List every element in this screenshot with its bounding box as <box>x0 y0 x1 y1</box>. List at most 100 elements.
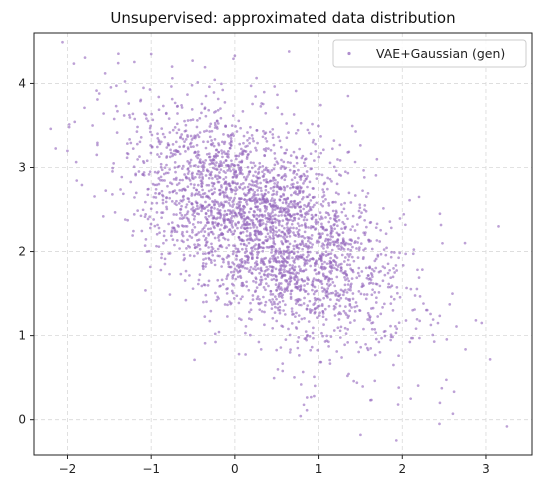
data-point <box>315 306 319 310</box>
data-point <box>359 215 362 218</box>
data-point <box>258 213 262 217</box>
data-point <box>202 140 205 144</box>
data-point <box>154 187 158 191</box>
data-point <box>308 180 312 184</box>
data-point <box>355 223 359 226</box>
data-point <box>229 302 232 306</box>
data-point <box>243 186 247 189</box>
data-point <box>279 208 283 212</box>
data-point <box>371 282 375 285</box>
data-point <box>297 168 300 172</box>
data-point <box>369 271 373 275</box>
data-point <box>452 390 456 394</box>
data-point <box>216 216 219 220</box>
data-point <box>368 265 372 269</box>
data-point <box>284 338 288 341</box>
data-point <box>250 272 254 275</box>
x-tick-label: 3 <box>482 462 490 476</box>
data-point <box>194 135 198 138</box>
data-point <box>201 264 205 268</box>
data-point <box>306 277 310 281</box>
data-point <box>300 213 304 217</box>
data-point <box>377 270 381 274</box>
data-point <box>213 167 217 171</box>
data-point <box>308 299 312 303</box>
data-point <box>180 239 184 243</box>
data-point <box>321 315 325 319</box>
data-point <box>263 263 266 266</box>
data-point <box>210 250 214 254</box>
data-point <box>209 142 213 146</box>
data-point <box>262 129 265 133</box>
data-point <box>237 301 241 305</box>
data-point <box>228 300 231 304</box>
data-point <box>256 189 259 192</box>
data-point <box>324 198 327 201</box>
data-point <box>263 200 267 203</box>
data-point <box>281 260 284 264</box>
data-point <box>395 285 399 289</box>
data-point <box>364 195 368 199</box>
data-point <box>313 384 317 388</box>
data-point <box>306 250 310 254</box>
data-point <box>134 191 138 195</box>
data-point <box>320 217 324 220</box>
data-point <box>361 257 365 261</box>
data-point <box>178 247 181 250</box>
data-point <box>258 238 262 242</box>
data-point <box>180 213 184 217</box>
data-point <box>327 345 330 348</box>
data-point <box>374 282 378 286</box>
data-point <box>353 194 357 197</box>
data-point <box>269 215 273 219</box>
data-point <box>281 242 285 246</box>
data-point <box>276 106 280 109</box>
data-point <box>289 348 292 352</box>
data-point <box>277 173 281 177</box>
data-point <box>261 135 265 139</box>
data-point <box>196 133 199 137</box>
data-point <box>229 139 233 143</box>
data-point <box>326 340 330 344</box>
data-point <box>250 318 253 321</box>
data-point <box>374 337 378 341</box>
data-point <box>303 215 307 219</box>
data-point <box>295 285 299 289</box>
data-point <box>191 174 194 178</box>
data-point <box>246 165 250 169</box>
data-point <box>207 251 210 255</box>
data-point <box>366 311 370 315</box>
data-point <box>285 250 288 254</box>
data-point <box>234 192 237 196</box>
data-point <box>310 245 314 249</box>
data-point <box>401 264 405 267</box>
data-point <box>170 230 173 234</box>
data-point <box>221 283 225 286</box>
data-point <box>418 336 421 340</box>
data-point <box>284 151 287 155</box>
data-point <box>288 251 291 255</box>
data-point <box>245 229 249 233</box>
data-point <box>325 282 329 286</box>
data-point <box>275 185 279 189</box>
data-point <box>393 271 397 274</box>
data-point <box>247 288 251 292</box>
data-point <box>369 220 373 224</box>
data-point <box>191 287 195 291</box>
data-point <box>165 156 168 159</box>
data-point <box>270 168 274 172</box>
data-point <box>301 242 305 245</box>
data-point <box>177 181 181 185</box>
data-point <box>124 90 128 93</box>
data-point <box>283 313 287 316</box>
data-point <box>219 201 223 205</box>
data-point <box>245 267 249 270</box>
data-point <box>109 85 113 89</box>
data-point <box>347 279 351 283</box>
data-point <box>369 281 373 285</box>
data-point <box>310 283 314 287</box>
data-point <box>217 150 220 154</box>
data-point <box>203 107 207 111</box>
data-point <box>315 172 318 176</box>
